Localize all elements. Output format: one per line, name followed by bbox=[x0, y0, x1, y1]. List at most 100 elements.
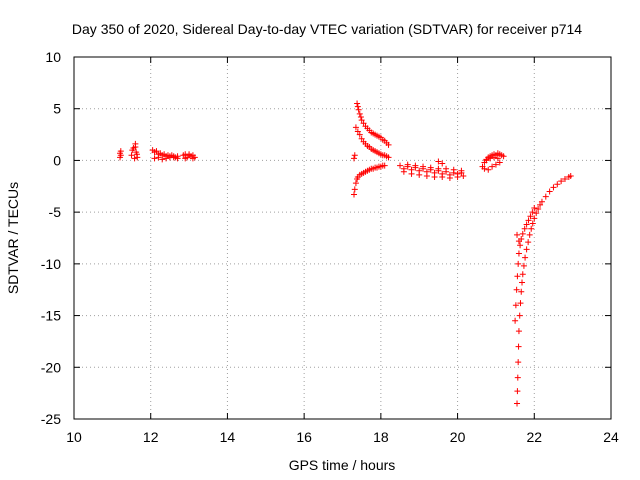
data-point bbox=[166, 153, 173, 160]
data-point bbox=[515, 343, 522, 350]
data-point bbox=[420, 163, 427, 170]
data-point bbox=[496, 159, 503, 166]
data-point bbox=[356, 131, 363, 138]
data-point bbox=[546, 188, 553, 195]
data-point bbox=[515, 238, 522, 245]
data-point bbox=[489, 163, 496, 170]
data-point bbox=[515, 250, 522, 257]
data-point bbox=[491, 154, 498, 161]
data-point bbox=[519, 279, 526, 286]
data-point bbox=[531, 215, 538, 222]
data-point bbox=[520, 262, 527, 269]
x-tick-labels: 10 12 14 16 18 20 22 24 bbox=[66, 429, 619, 445]
data-point bbox=[523, 246, 530, 253]
data-point bbox=[133, 151, 140, 158]
series-arc-21.6 bbox=[514, 172, 574, 407]
data-point bbox=[182, 155, 189, 162]
data-point bbox=[427, 164, 434, 171]
data-point bbox=[514, 374, 521, 381]
data-point bbox=[515, 260, 522, 267]
x-tick-label: 14 bbox=[220, 429, 236, 445]
data-point bbox=[517, 300, 524, 307]
data-point bbox=[352, 124, 359, 131]
series-arc-11.6 bbox=[128, 140, 141, 162]
data-points bbox=[117, 100, 574, 407]
data-point bbox=[151, 155, 158, 162]
data-point bbox=[500, 153, 507, 160]
data-point bbox=[481, 165, 488, 172]
x-tick-label: 22 bbox=[526, 429, 542, 445]
data-point bbox=[537, 201, 544, 208]
data-point bbox=[454, 173, 461, 180]
y-axis-label: SDTVAR / TECUs bbox=[5, 182, 21, 294]
y-tick-label: -25 bbox=[41, 411, 61, 427]
data-point bbox=[354, 128, 361, 135]
data-point bbox=[561, 176, 568, 183]
data-point bbox=[431, 173, 438, 180]
x-axis-label: GPS time / hours bbox=[289, 457, 396, 473]
data-point bbox=[554, 181, 561, 188]
data-point bbox=[567, 172, 574, 179]
data-point bbox=[356, 110, 363, 117]
data-point bbox=[351, 155, 358, 162]
chart-title: Day 350 of 2020, Sidereal Day-to-day VTE… bbox=[72, 21, 582, 37]
data-point bbox=[487, 155, 494, 162]
data-point bbox=[516, 312, 523, 319]
data-point bbox=[397, 162, 404, 169]
data-point bbox=[458, 167, 465, 174]
data-point bbox=[354, 100, 361, 107]
data-point bbox=[117, 148, 124, 155]
x-tick-label: 12 bbox=[143, 429, 159, 445]
x-tick-label: 24 bbox=[603, 429, 619, 445]
plot-frame bbox=[73, 56, 612, 420]
data-point bbox=[355, 106, 362, 113]
data-point bbox=[351, 186, 358, 193]
data-point bbox=[542, 193, 549, 200]
x-tick-label: 10 bbox=[66, 429, 82, 445]
data-point bbox=[535, 206, 542, 213]
data-point bbox=[519, 230, 526, 237]
y-tick-label: -15 bbox=[41, 308, 61, 324]
series-arc-17.4-up bbox=[354, 100, 392, 148]
data-point bbox=[358, 117, 365, 124]
y-tick-label: -5 bbox=[49, 204, 62, 220]
x-tick-label: 18 bbox=[373, 429, 389, 445]
data-point bbox=[159, 156, 166, 163]
data-point bbox=[514, 388, 521, 395]
data-point bbox=[439, 173, 446, 180]
axis-ticks bbox=[73, 56, 612, 420]
data-point bbox=[357, 113, 364, 120]
data-point bbox=[519, 271, 526, 278]
data-point bbox=[513, 286, 520, 293]
data-point bbox=[351, 191, 358, 198]
data-point bbox=[512, 317, 519, 324]
series-arc-17.4-mid bbox=[352, 124, 392, 161]
data-point bbox=[354, 103, 361, 110]
data-point bbox=[385, 141, 392, 148]
data-point bbox=[460, 172, 467, 179]
grid-lines bbox=[74, 57, 611, 419]
data-point bbox=[163, 155, 170, 162]
series-arc-17.4-low bbox=[351, 152, 388, 198]
y-tick-labels: -25 -20 -15 -10 -5 0 5 10 bbox=[41, 49, 61, 427]
series-arc-20.9 bbox=[479, 150, 507, 173]
series-arc-19 bbox=[397, 158, 467, 182]
data-point bbox=[446, 175, 453, 182]
y-tick-label: 5 bbox=[53, 101, 61, 117]
data-point bbox=[515, 328, 522, 335]
data-point bbox=[351, 152, 358, 159]
data-point bbox=[131, 155, 138, 162]
data-point bbox=[522, 254, 529, 261]
data-point bbox=[529, 209, 536, 216]
data-point bbox=[518, 288, 525, 295]
data-point bbox=[381, 162, 388, 169]
series-arc-12.5 bbox=[149, 147, 181, 163]
data-point bbox=[128, 152, 135, 159]
data-point bbox=[358, 135, 365, 142]
data-point bbox=[170, 154, 177, 161]
series-arc-21.6-b bbox=[512, 205, 538, 324]
data-point bbox=[512, 302, 519, 309]
data-point bbox=[412, 162, 419, 169]
data-point bbox=[514, 231, 521, 238]
